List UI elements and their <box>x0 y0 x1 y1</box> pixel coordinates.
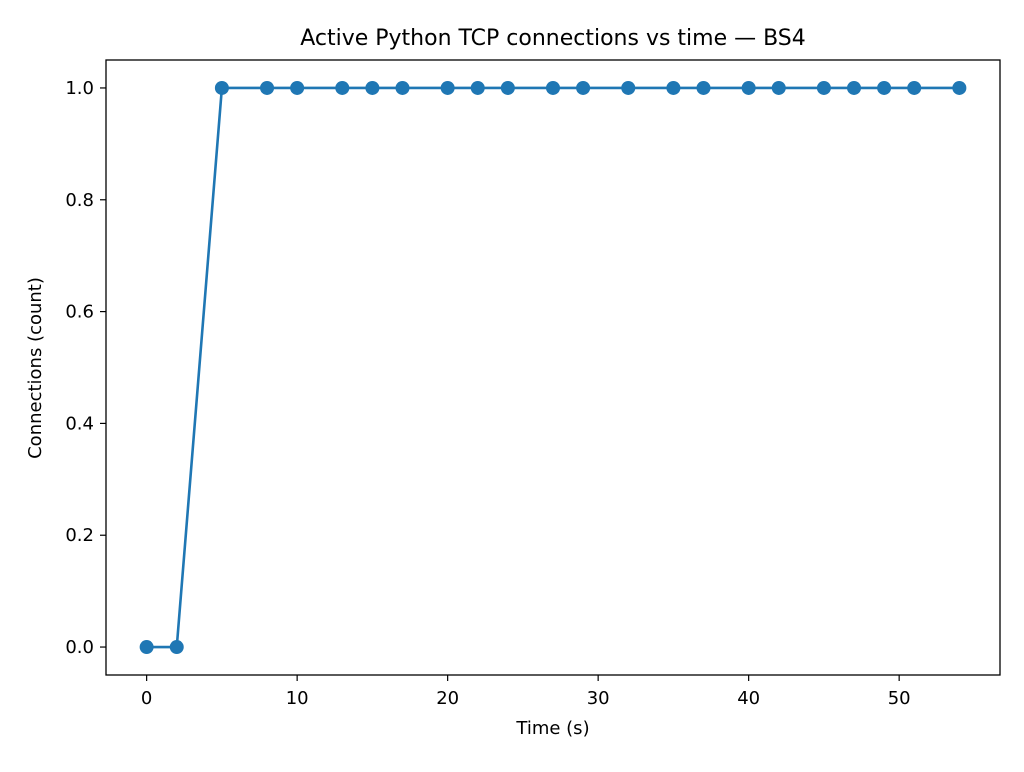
x-axis-label: Time (s) <box>515 718 589 739</box>
data-point <box>500 80 515 95</box>
x-axis: 0 10 20 30 40 50 <box>141 675 911 709</box>
y-tick-label: 1.0 <box>65 78 94 99</box>
x-tick-label: 50 <box>888 688 911 709</box>
data-point <box>621 80 636 95</box>
data-point <box>741 80 756 95</box>
data-point <box>576 80 591 95</box>
data-point <box>440 80 455 95</box>
data-point <box>290 80 305 95</box>
data-point <box>907 80 922 95</box>
data-point <box>169 640 184 655</box>
data-point <box>771 80 786 95</box>
x-tick-label: 10 <box>286 688 309 709</box>
data-point <box>395 80 410 95</box>
y-tick-label: 0.2 <box>65 525 94 546</box>
y-tick-label: 0.4 <box>65 413 94 434</box>
x-tick-label: 20 <box>436 688 459 709</box>
data-point <box>816 80 831 95</box>
data-point <box>139 640 154 655</box>
plot-frame <box>105 59 1001 676</box>
data-point <box>877 80 892 95</box>
chart-title: Active Python TCP connections vs time — … <box>300 26 806 51</box>
x-tick-label: 30 <box>587 688 610 709</box>
y-axis: 0.0 0.2 0.4 0.6 0.8 1.0 <box>65 78 106 658</box>
data-point <box>952 80 967 95</box>
y-tick-label: 0.6 <box>65 302 94 323</box>
y-tick-label: 0.8 <box>65 190 94 211</box>
x-tick-label: 0 <box>141 688 152 709</box>
y-axis-label: Connections (count) <box>25 277 46 459</box>
data-point <box>214 80 229 95</box>
data-point <box>335 80 350 95</box>
plot-area <box>139 80 967 655</box>
data-point <box>847 80 862 95</box>
data-point <box>696 80 711 95</box>
data-point <box>470 80 485 95</box>
data-point <box>260 80 275 95</box>
data-point <box>365 80 380 95</box>
data-point <box>666 80 681 95</box>
x-tick-label: 40 <box>737 688 760 709</box>
y-tick-label: 0.0 <box>65 637 94 658</box>
data-point <box>546 80 560 95</box>
